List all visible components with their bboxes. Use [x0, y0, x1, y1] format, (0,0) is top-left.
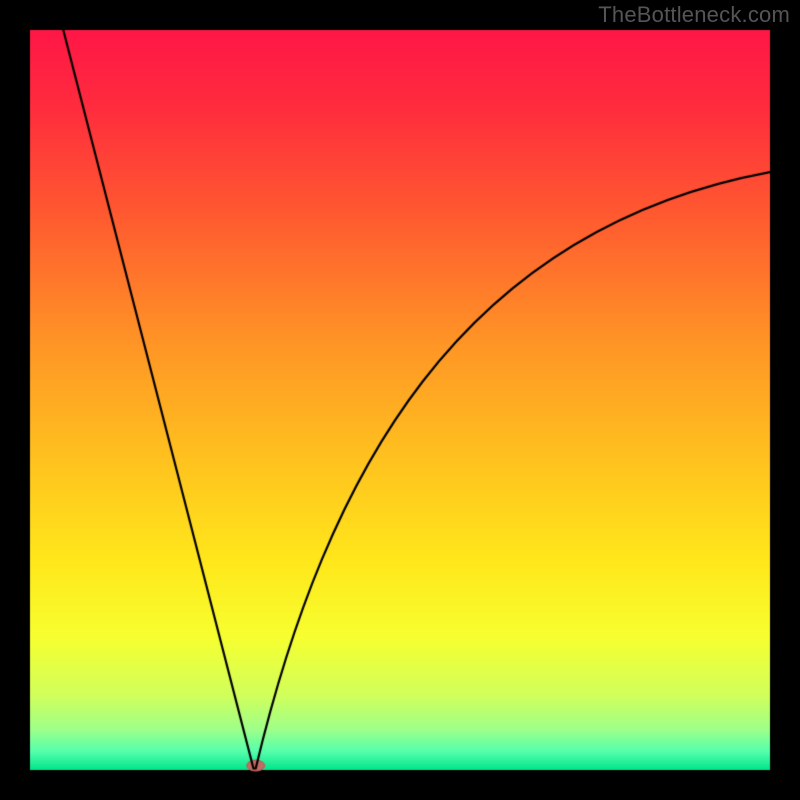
bottleneck-curve-chart [0, 0, 800, 800]
watermark-text: TheBottleneck.com [598, 2, 790, 28]
chart-container: TheBottleneck.com [0, 0, 800, 800]
